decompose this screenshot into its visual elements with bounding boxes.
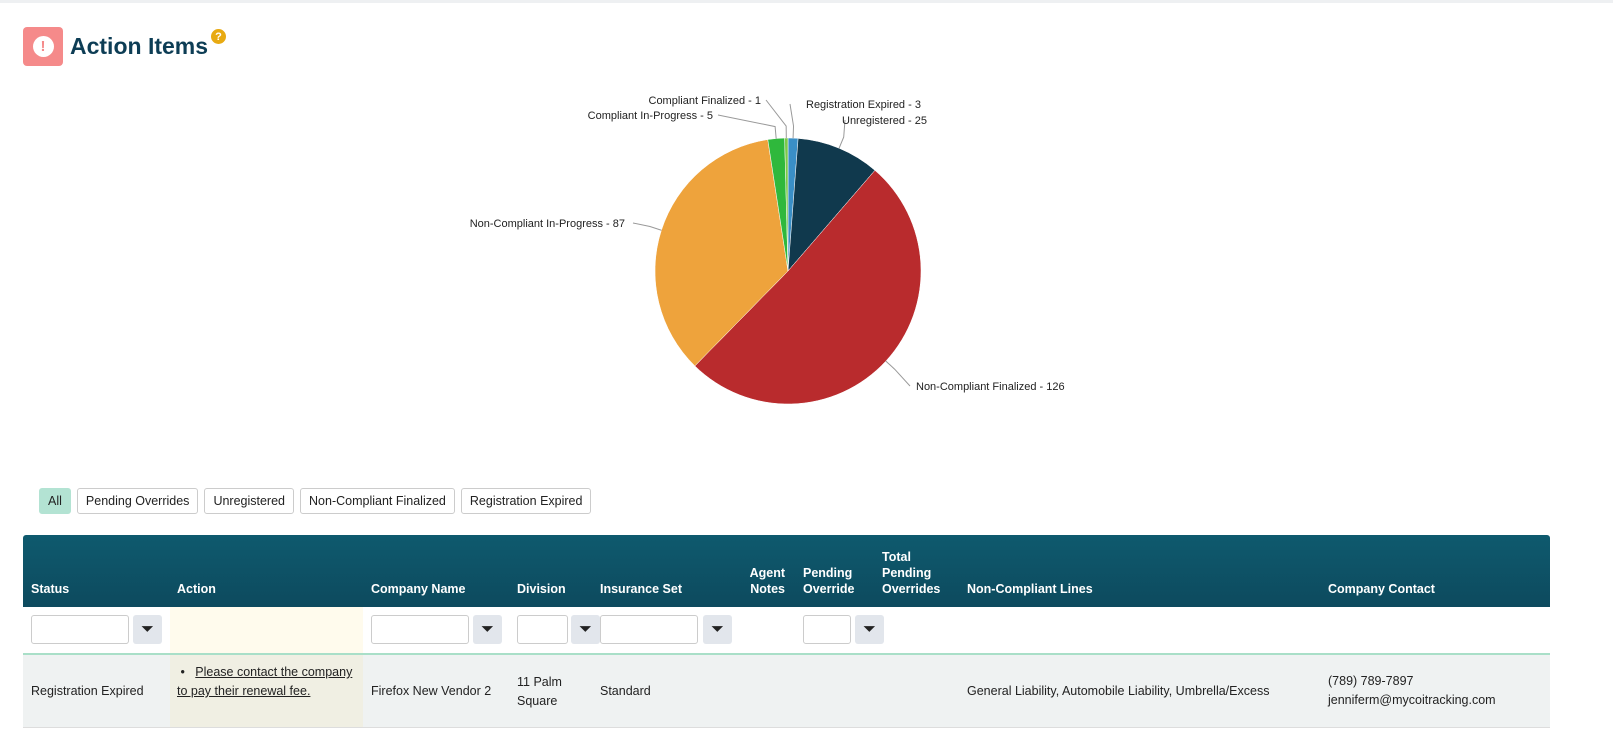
filter-non-compliant-finalized[interactable]: Non-Compliant Finalized: [300, 488, 455, 514]
pie-slice-unregistered[interactable]: [787, 138, 876, 272]
filter-tabs: All Pending Overrides Unregistered Non-C…: [39, 488, 592, 514]
col-company-name[interactable]: Company Name: [371, 582, 466, 596]
pie-leader-line: [838, 119, 846, 149]
filter-row: ⏷ ⏷ ⏷ ⏷ ⏷: [23, 607, 1550, 655]
table-row: Registration Expired • Please contact th…: [23, 655, 1550, 728]
exclamation-circle-icon: !: [23, 27, 63, 66]
contact-email: jenniferm@mycoitracking.com: [1328, 693, 1496, 707]
pie-label: Compliant Finalized - 1: [649, 95, 762, 107]
action-items-table: Status Action Company Name Division Insu…: [23, 535, 1550, 728]
pie-label: Non-Compliant Finalized - 126: [916, 381, 1065, 393]
col-status[interactable]: Status: [31, 582, 70, 596]
action-list: • Please contact the company to pay thei…: [177, 665, 353, 698]
col-division[interactable]: Division: [517, 582, 566, 596]
filter-pending-overrides[interactable]: Pending Overrides: [76, 488, 199, 514]
col-company-contact[interactable]: Company Contact: [1328, 582, 1435, 596]
col-agent-notes[interactable]: Agent Notes: [749, 566, 785, 596]
non-compliant-lines-cell: General Liability, Automobile Liability,…: [967, 684, 1270, 698]
pie-label: Non-Compliant In-Progress - 87: [470, 218, 625, 230]
table-header: Status Action Company Name Division Insu…: [23, 535, 1550, 607]
status-filter-input[interactable]: [31, 615, 129, 644]
page-title: Action Items: [70, 33, 209, 59]
col-action[interactable]: Action: [177, 582, 216, 596]
action-column-bg: [170, 607, 363, 653]
action-link[interactable]: Please contact the company to pay their …: [177, 665, 353, 698]
pie-slice-non-compliant-in-progress[interactable]: [654, 139, 789, 367]
filter-icon[interactable]: ⏷: [703, 615, 732, 644]
company-filter-input[interactable]: [371, 615, 469, 644]
insurance-set-cell: Standard: [600, 684, 651, 698]
division-filter-input[interactable]: [517, 615, 568, 644]
insurance-set-filter-input[interactable]: [600, 615, 698, 644]
filter-icon[interactable]: ⏷: [571, 615, 600, 644]
col-non-compliant-lines[interactable]: Non-Compliant Lines: [967, 582, 1093, 596]
division-cell: 11 Palm Square: [517, 675, 562, 708]
pie-leader-line: [717, 114, 777, 139]
pie-leader-line: [885, 360, 911, 387]
contact-phone: (789) 789-7897: [1328, 674, 1414, 688]
filter-icon[interactable]: ⏷: [133, 615, 162, 644]
pie-leader-line: [632, 222, 662, 231]
pie-label: Compliant In-Progress - 5: [588, 110, 713, 122]
filter-icon[interactable]: ⏷: [473, 615, 502, 644]
pie-label: Unregistered - 25: [842, 115, 927, 127]
filter-registration-expired[interactable]: Registration Expired: [460, 488, 592, 514]
question-circle-icon[interactable]: ?: [211, 29, 227, 44]
filter-unregistered[interactable]: Unregistered: [204, 488, 295, 514]
col-pending-override[interactable]: Pending Override: [803, 566, 855, 596]
status-cell: Registration Expired: [31, 684, 144, 698]
pie-slice-non-compliant-finalized[interactable]: [694, 169, 922, 405]
pie-chart: Registration Expired - 3 Unregistered - 2…: [470, 95, 1065, 405]
col-insurance-set[interactable]: Insurance Set: [600, 582, 682, 596]
pie-label: Registration Expired - 3: [806, 99, 921, 111]
pie-leader-line: [789, 103, 795, 139]
filter-icon[interactable]: ⏷: [855, 615, 884, 644]
col-total-pending-overrides[interactable]: Total Pending Overrides: [882, 550, 941, 596]
company-cell: Firefox New Vendor 2: [371, 684, 492, 698]
top-border: [0, 0, 1613, 3]
action-cell: [170, 655, 363, 727]
pie-leader-line: [765, 99, 787, 139]
filter-all[interactable]: All: [39, 488, 71, 514]
pending-override-filter-input[interactable]: [803, 615, 851, 644]
page-header: ! Action Items ?: [23, 27, 227, 66]
